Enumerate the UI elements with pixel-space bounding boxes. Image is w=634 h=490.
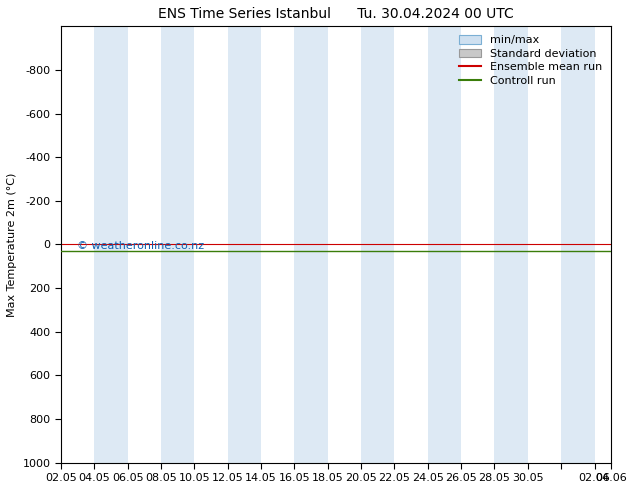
Bar — [294, 26, 328, 463]
Text: © weatheronline.co.nz: © weatheronline.co.nz — [77, 241, 205, 251]
Bar — [361, 26, 394, 463]
Y-axis label: Max Temperature 2m (°C): Max Temperature 2m (°C) — [7, 172, 17, 317]
Bar — [495, 26, 528, 463]
Bar — [228, 26, 261, 463]
Bar — [161, 26, 194, 463]
Bar — [561, 26, 595, 463]
Bar — [428, 26, 461, 463]
Title: ENS Time Series Istanbul      Tu. 30.04.2024 00 UTC: ENS Time Series Istanbul Tu. 30.04.2024 … — [158, 7, 514, 21]
Bar — [94, 26, 127, 463]
Legend: min/max, Standard deviation, Ensemble mean run, Controll run: min/max, Standard deviation, Ensemble me… — [456, 32, 605, 89]
